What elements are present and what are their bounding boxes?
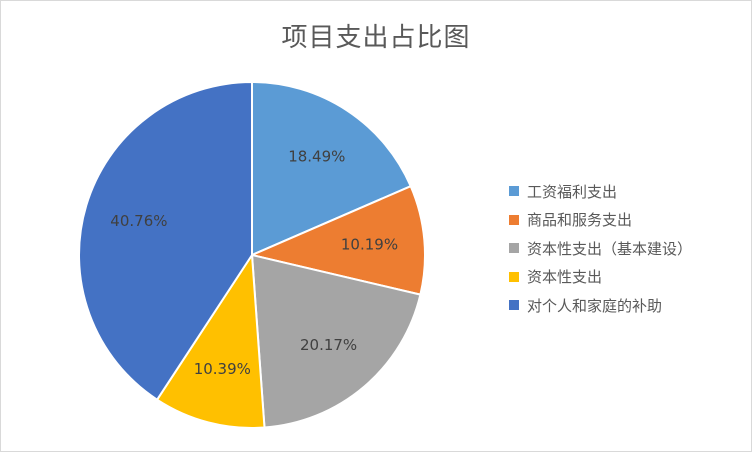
- legend-swatch-5: [509, 300, 519, 311]
- legend-item-1: 工资福利支出: [509, 177, 692, 206]
- data-label-4: 10.39%: [194, 360, 251, 378]
- data-label-1: 18.49%: [288, 147, 345, 165]
- legend-label-4: 资本性支出: [527, 268, 603, 287]
- legend-item-3: 资本性支出（基本建设）: [509, 234, 692, 263]
- legend-swatch-1: [509, 186, 519, 197]
- legend-label-1: 工资福利支出: [527, 182, 618, 201]
- legend-swatch-4: [509, 271, 519, 282]
- legend-swatch-3: [509, 243, 519, 254]
- data-label-5: 40.76%: [110, 212, 167, 230]
- pie-slice-2: [248, 184, 427, 296]
- data-label-2: 10.19%: [341, 236, 398, 254]
- legend-item-4: 资本性支出: [509, 263, 692, 292]
- pie-slice-4: [155, 251, 266, 429]
- pie-slice-3: [250, 253, 422, 429]
- chart-title: 项目支出占比图: [281, 23, 471, 53]
- legend-item-5: 对个人和家庭的补助: [509, 291, 692, 320]
- legend-item-2: 商品和服务支出: [509, 206, 692, 235]
- legend: 工资福利支出 商品和服务支出资本性支出（基本建设） 资本性支出对个人和家庭的补助: [509, 177, 692, 320]
- pie-slice-5: [78, 80, 253, 402]
- legend-swatch-2: [509, 214, 519, 225]
- legend-label-2: 商品和服务支出: [527, 211, 633, 230]
- legend-label-3: 资本性支出（基本建设）: [527, 239, 693, 258]
- pie-slice-1: [251, 80, 413, 257]
- legend-label-5: 对个人和家庭的补助: [527, 296, 663, 315]
- data-label-3: 20.17%: [300, 336, 357, 354]
